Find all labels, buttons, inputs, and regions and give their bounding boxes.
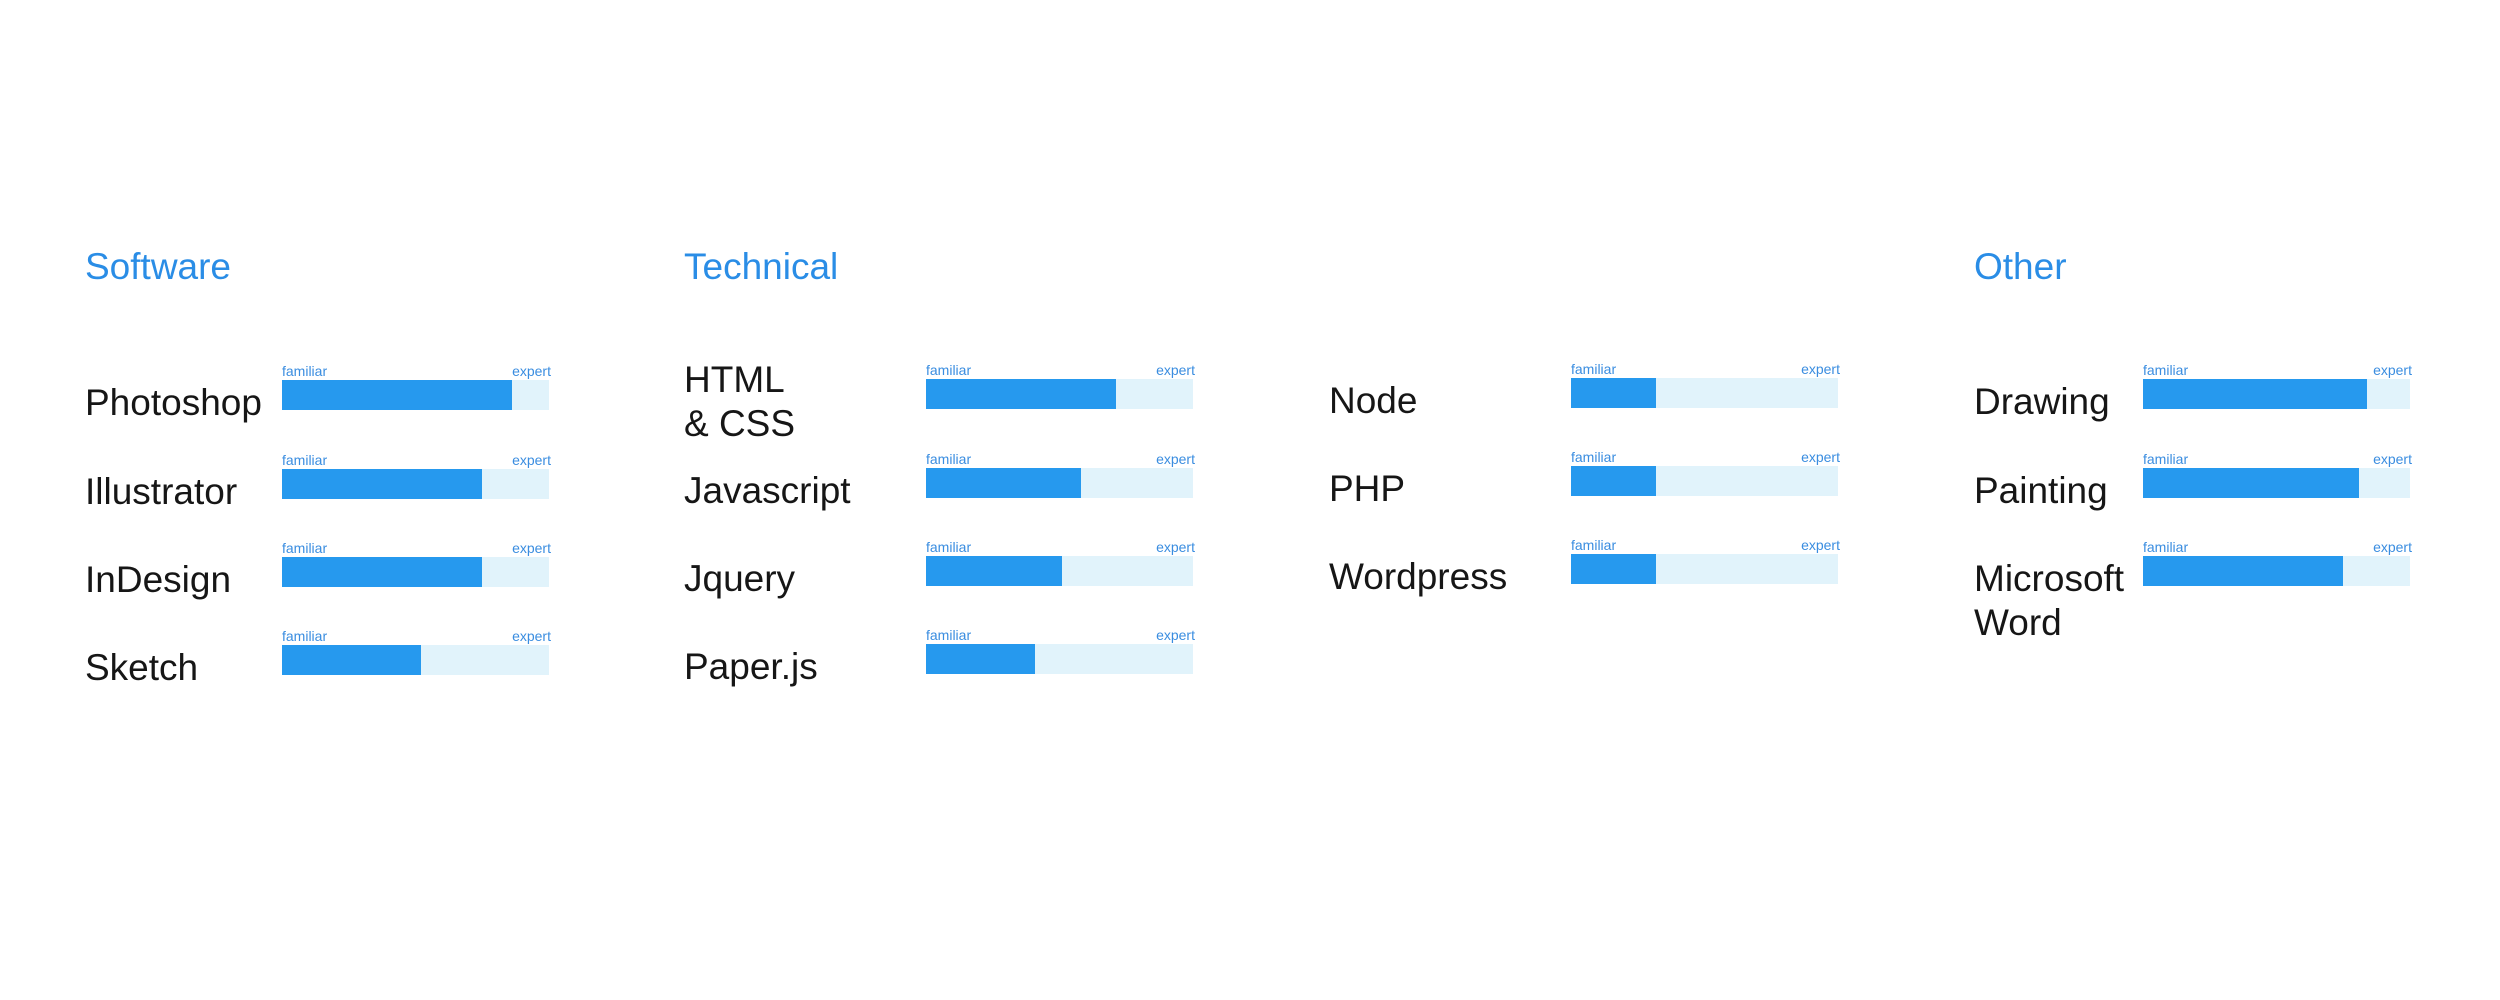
- scale-low-label: familiar: [1571, 537, 1617, 553]
- skill-bar: familiar expert: [1571, 538, 1840, 584]
- skill-label: Painting: [1974, 470, 2108, 511]
- scale-low-label: familiar: [2143, 539, 2189, 555]
- skill-label: Drawing: [1974, 381, 2110, 422]
- bar-fill: [282, 557, 483, 587]
- skill-bar: familiar expert: [282, 364, 551, 410]
- bar-fill: [2143, 379, 2368, 409]
- skill-label: Microsoft Word: [1974, 558, 2125, 643]
- scale-high-label: expert: [1156, 539, 1195, 555]
- bar-fill: [1571, 378, 1657, 408]
- skill-bar: familiar expert: [282, 629, 551, 675]
- skill-label: Jquery: [684, 558, 796, 599]
- skill-bar: familiar expert: [2143, 540, 2412, 586]
- scale-high-label: expert: [2373, 362, 2412, 378]
- bar-fill: [2143, 468, 2360, 498]
- skill-bar: familiar expert: [926, 363, 1195, 409]
- scale-high-label: expert: [2373, 451, 2412, 467]
- skill-label: PHP: [1329, 468, 1406, 509]
- bar-fill: [926, 468, 1081, 498]
- scale-low-label: familiar: [926, 539, 972, 555]
- skill-bar: familiar expert: [282, 453, 551, 499]
- scale-high-label: expert: [512, 452, 551, 468]
- skill-label: Paper.js: [684, 646, 818, 687]
- scale-low-label: familiar: [926, 627, 972, 643]
- scale-low-label: familiar: [1571, 449, 1617, 465]
- bar-fill: [926, 556, 1063, 586]
- section-heading-other: Other: [1974, 246, 2067, 287]
- scale-low-label: familiar: [1571, 361, 1617, 377]
- bar-fill: [926, 379, 1116, 409]
- scale-low-label: familiar: [282, 363, 328, 379]
- skill-bar: familiar expert: [2143, 452, 2412, 498]
- scale-high-label: expert: [1156, 362, 1195, 378]
- scale-high-label: expert: [1801, 449, 1840, 465]
- skill-label: Javascript: [684, 470, 851, 511]
- skill-label: Illustrator: [85, 471, 238, 512]
- scale-low-label: familiar: [926, 451, 972, 467]
- skill-label: Node: [1329, 380, 1418, 421]
- scale-low-label: familiar: [282, 628, 328, 644]
- section-heading-technical: Technical: [684, 246, 839, 287]
- skill-label: Sketch: [85, 647, 199, 688]
- bar-fill: [282, 469, 483, 499]
- skill-bar: familiar expert: [1571, 362, 1840, 408]
- skill-bar: familiar expert: [926, 628, 1195, 674]
- scale-high-label: expert: [1156, 451, 1195, 467]
- skill-label: HTML & CSS: [684, 359, 796, 444]
- skill-bar: familiar expert: [926, 540, 1195, 586]
- skill-bar: familiar expert: [282, 541, 551, 587]
- skill-label: InDesign: [85, 559, 232, 600]
- skill-bar: familiar expert: [2143, 363, 2412, 409]
- bar-fill: [1571, 466, 1657, 496]
- section-heading-software: Software: [85, 246, 232, 287]
- scale-high-label: expert: [512, 628, 551, 644]
- scale-high-label: expert: [1801, 537, 1840, 553]
- skill-label: Photoshop: [85, 382, 262, 423]
- bar-fill: [2143, 556, 2344, 586]
- bar-fill: [926, 644, 1036, 674]
- scale-high-label: expert: [1156, 627, 1195, 643]
- scale-low-label: familiar: [926, 362, 972, 378]
- skill-label: Wordpress: [1329, 556, 1508, 597]
- bar-fill: [1571, 554, 1657, 584]
- scale-high-label: expert: [1801, 361, 1840, 377]
- scale-high-label: expert: [512, 363, 551, 379]
- scale-low-label: familiar: [282, 452, 328, 468]
- scale-low-label: familiar: [2143, 451, 2189, 467]
- scale-high-label: expert: [2373, 539, 2412, 555]
- skill-bar: familiar expert: [926, 452, 1195, 498]
- bar-fill: [282, 645, 421, 675]
- skill-bar: familiar expert: [1571, 450, 1840, 496]
- scale-high-label: expert: [512, 540, 551, 556]
- scale-low-label: familiar: [2143, 362, 2189, 378]
- scale-low-label: familiar: [282, 540, 328, 556]
- bar-fill: [282, 380, 512, 410]
